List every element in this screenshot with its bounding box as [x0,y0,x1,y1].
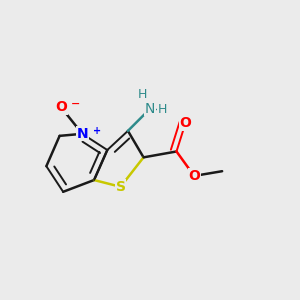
Text: O: O [188,169,200,183]
Text: S: S [116,180,126,194]
Text: O: O [55,100,67,114]
Text: N: N [145,102,155,116]
Text: H: H [138,88,147,101]
Text: +: + [94,126,102,136]
Text: N: N [76,127,88,141]
Text: −: − [71,99,80,109]
Text: H: H [158,103,167,116]
Text: O: O [179,116,191,130]
